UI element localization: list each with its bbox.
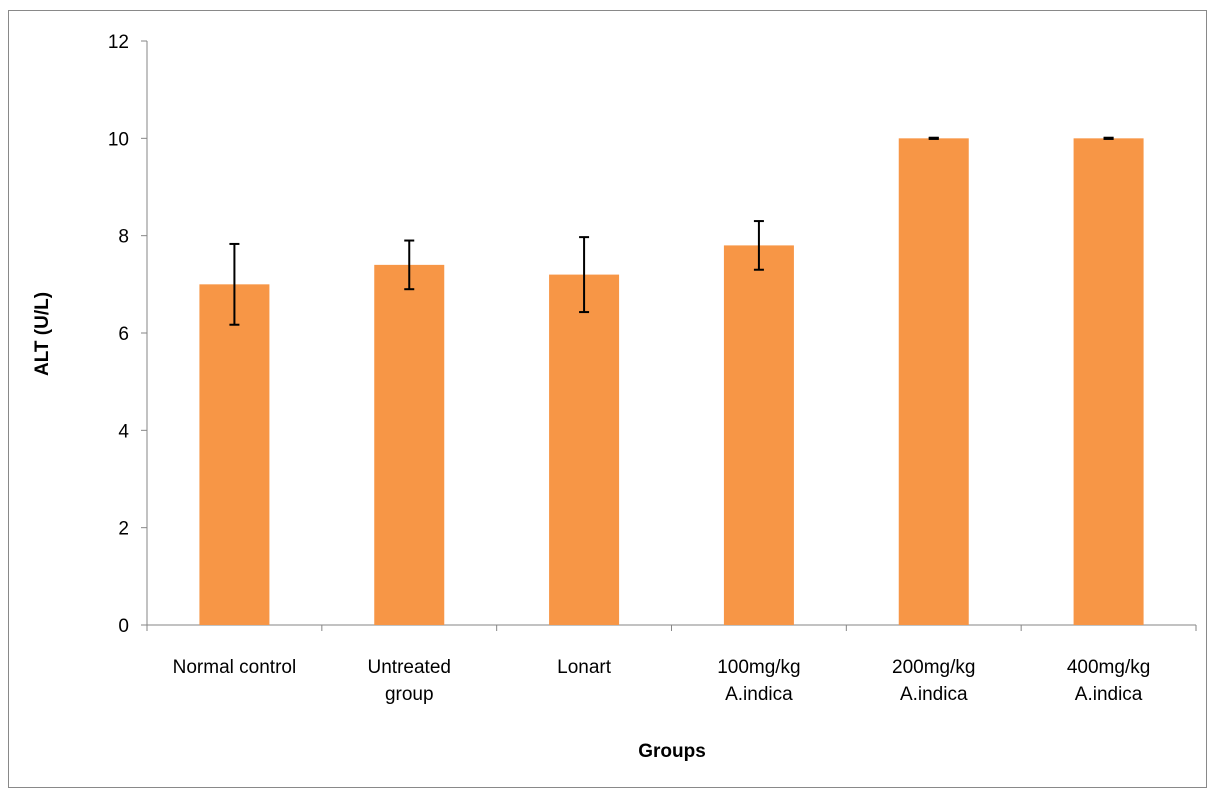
x-tick-label-line: 400mg/kg [1067,657,1150,678]
y-tick-label: 12 [108,32,129,53]
error-bar [229,242,240,326]
bar [1073,138,1144,626]
error-bar [579,236,590,314]
bar [199,284,270,625]
y-tick-label: 10 [108,129,129,150]
y-tick-label: 2 [118,519,129,540]
bar [549,274,620,625]
x-tick-label-line: Normal control [173,657,297,678]
x-tick-label: Normal control [173,657,297,678]
bars [199,138,1144,626]
x-tick-label: Lonart [557,657,612,678]
y-tick-labels: 0 2 4 6 8 10 12 [108,32,130,637]
x-tick-label-line: Lonart [557,657,612,678]
x-tick-label: 400mg/kg A.indica [1067,657,1150,705]
x-tick-label-line: A.indica [1075,684,1143,705]
y-axis-title: ALT (U/L) [32,292,53,376]
x-tick-label-line: group [385,684,434,705]
x-tick-label-line: Untreated [368,657,451,678]
x-tick-label-line: A.indica [725,684,793,705]
y-tick-label: 0 [118,616,129,637]
bar [374,264,445,625]
error-bar [753,220,764,271]
y-tick-label: 4 [118,421,129,442]
error-bars [229,136,1114,326]
x-tick-label-line: 200mg/kg [892,657,975,678]
x-tick-labels: Normal control Untreated group Lonart 100mg/… [173,657,1151,705]
y-tick-label: 8 [118,227,129,248]
error-bar [404,239,415,291]
bar [723,245,794,625]
axes [141,40,1197,631]
x-tick-label-line: 100mg/kg [717,657,800,678]
x-tick-label: 200mg/kg A.indica [892,657,975,705]
bar [898,138,969,626]
y-tick-label: 6 [118,324,129,345]
x-axis-title: Groups [638,741,706,762]
x-tick-label: 100mg/kg A.indica [717,657,800,705]
x-tick-label-line: A.indica [900,684,968,705]
x-tick-label: Untreated group [368,657,451,705]
